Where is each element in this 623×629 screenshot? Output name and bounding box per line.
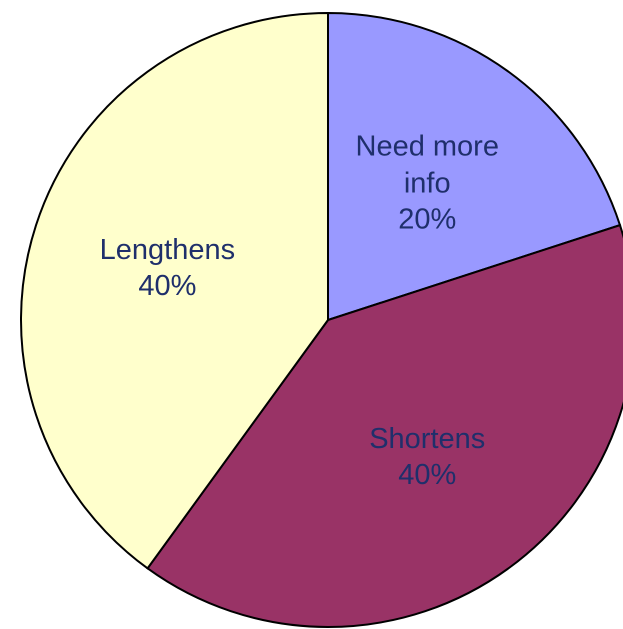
category-label: Shortens <box>369 422 486 455</box>
pie-slice <box>20 11 329 570</box>
value-label: 40% <box>138 269 197 302</box>
pie-slice <box>327 11 622 322</box>
slice-label: Lengthens 40% <box>72 232 262 305</box>
value-label: 40% <box>398 458 457 491</box>
category-label: Need more info <box>355 131 499 200</box>
pie-slice <box>146 223 623 628</box>
slice-label: Need more info 20% <box>332 129 522 238</box>
value-label: 20% <box>398 203 457 236</box>
slice-label: Shortens 40% <box>332 420 522 493</box>
category-label: Lengthens <box>99 233 236 266</box>
